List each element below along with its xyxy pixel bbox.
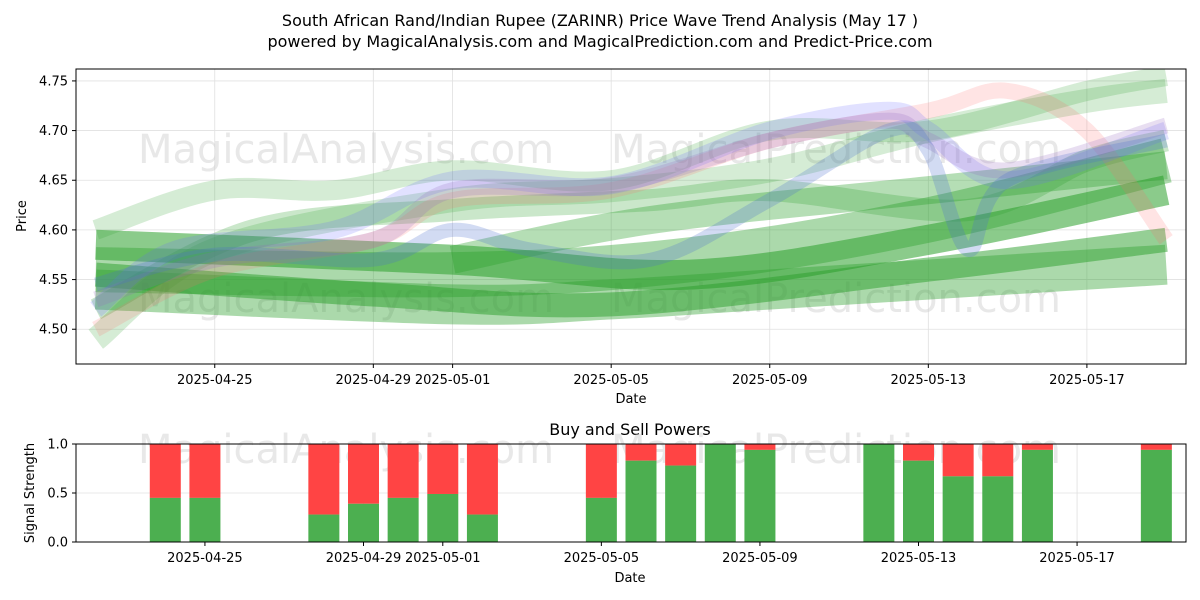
price-y-tick-label: 4.55	[39, 273, 68, 288]
price-wave-line-5	[88, 78, 1168, 349]
price-axes-frame	[75, 68, 1187, 365]
price-wave-line-3	[95, 138, 1172, 298]
sell-power-bar	[1021, 444, 1053, 450]
price-x-tick-label: 2025-05-01	[415, 373, 491, 388]
signal-x-tick-label: 2025-04-25	[167, 551, 243, 566]
signal-x-tick-label: 2025-05-01	[405, 551, 481, 566]
buy-power-bar	[903, 460, 934, 542]
signal-y-axis-label: Signal Strength	[23, 443, 38, 543]
sell-power-bar	[665, 444, 697, 466]
price-x-tick-label: 2025-04-25	[177, 373, 253, 388]
sell-power-bar	[387, 444, 419, 498]
signal-panel-title: Buy and Sell Powers	[549, 420, 711, 439]
buy-power-bar	[189, 497, 221, 542]
sell-power-bar	[744, 444, 776, 450]
buy-power-bar	[387, 497, 419, 542]
price-wave-line-2	[94, 244, 1168, 325]
sell-power-bar	[625, 444, 657, 461]
chart-title-line1: South African Rand/Indian Rupee (ZARINR)…	[282, 11, 918, 30]
watermark-prediction: MagicalPrediction.com	[611, 127, 1061, 173]
signal-x-tick-label: 2025-05-13	[881, 551, 957, 566]
signal-y-tick-label: 1.0	[47, 438, 68, 453]
signal-x-axis-label: Date	[614, 571, 645, 586]
price-x-tick-label: 2025-05-05	[573, 373, 649, 388]
price-y-tick-label: 4.60	[39, 223, 68, 238]
buy-power-bar	[308, 514, 340, 542]
sell-power-bar	[149, 444, 181, 498]
sell-power-bar	[308, 444, 340, 515]
price-y-tick-label: 4.50	[39, 323, 68, 338]
price-y-tick-label: 4.75	[39, 74, 68, 89]
signal-bars	[149, 444, 1172, 542]
price-x-tick-label: 2025-05-17	[1049, 373, 1125, 388]
chart-title-line2: powered by MagicalAnalysis.com and Magic…	[267, 32, 932, 51]
price-wave-line-0	[95, 175, 1170, 291]
sell-power-bar	[427, 444, 459, 494]
price-x-tick-label: 2025-04-29	[336, 373, 412, 388]
price-wave-line-1	[94, 227, 1168, 318]
buy-power-bar	[982, 476, 1014, 542]
price-y-axis-label: Price	[15, 200, 30, 232]
price-wave-line-11	[94, 120, 1168, 292]
buy-power-bar	[744, 449, 776, 542]
price-x-axis-label: Date	[615, 392, 646, 407]
price-wave-line-8	[92, 82, 1173, 337]
buy-power-bar	[348, 503, 379, 542]
sell-power-bar	[585, 444, 617, 498]
buy-power-bar	[625, 460, 657, 542]
buy-power-bar	[1021, 449, 1053, 542]
buy-power-bar	[427, 493, 459, 542]
price-wave-line-4	[449, 151, 1168, 274]
signal-x-tick-label: 2025-05-09	[722, 551, 798, 566]
sell-power-bar	[466, 444, 498, 515]
signal-x-tick-label: 2025-04-29	[326, 551, 402, 566]
sell-power-bar	[982, 444, 1014, 477]
signal-x-tick-label: 2025-05-05	[564, 551, 640, 566]
price-wave-line-7	[90, 129, 1169, 320]
price-x-tick-label: 2025-05-13	[891, 373, 967, 388]
price-wave-line-10	[93, 112, 1169, 307]
signal-x-ticks: 2025-04-25 2025-04-29 2025-05-01 2025-05-05…	[167, 542, 1115, 566]
sell-power-bar	[189, 444, 221, 498]
price-wave-line-9	[90, 101, 1170, 317]
signal-y-ticks: 0.0 0.5 1.0	[47, 438, 76, 551]
buy-power-bar	[665, 465, 697, 542]
signal-y-tick-label: 0.5	[47, 487, 68, 502]
price-wave-line-6	[92, 69, 1168, 240]
sell-power-bar	[1140, 444, 1172, 450]
buy-power-bar	[149, 497, 181, 542]
sell-power-bar	[348, 444, 379, 504]
buy-power-bar	[466, 514, 498, 542]
price-x-tick-label: 2025-05-09	[732, 373, 808, 388]
sell-power-bar	[903, 444, 934, 461]
sell-power-bar	[942, 444, 974, 477]
buy-power-bar	[863, 444, 895, 542]
price-wave-series	[88, 69, 1173, 349]
price-y-ticks: 4.50 4.55 4.60 4.65 4.70 4.75	[39, 74, 76, 338]
signal-x-tick-label: 2025-05-17	[1039, 551, 1115, 566]
price-y-tick-label: 4.65	[39, 174, 68, 189]
buy-power-bar	[942, 476, 974, 542]
buy-power-bar	[585, 497, 617, 542]
watermark-analysis: MagicalAnalysis.com	[138, 127, 554, 173]
price-x-ticks: 2025-04-25 2025-04-29 2025-05-01 2025-05-05…	[177, 364, 1125, 388]
buy-power-bar	[704, 444, 736, 542]
price-y-tick-label: 4.70	[39, 124, 68, 139]
signal-y-tick-label: 0.0	[47, 536, 68, 551]
buy-power-bar	[1140, 449, 1172, 542]
